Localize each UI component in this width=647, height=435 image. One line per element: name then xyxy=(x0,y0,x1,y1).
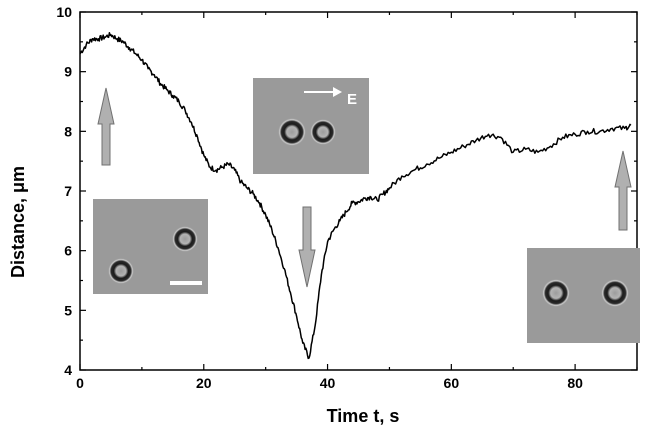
y-tick-label: 9 xyxy=(64,64,72,80)
field-label: E xyxy=(347,91,357,108)
x-tick-label: 40 xyxy=(320,375,336,391)
micrograph-contact-background xyxy=(253,78,369,174)
y-axis-title: Distance, μm xyxy=(8,166,28,278)
particle-left xyxy=(108,258,134,284)
x-tick-label: 0 xyxy=(76,375,84,391)
x-tick-label: 20 xyxy=(196,375,212,391)
axis-ticks xyxy=(79,11,638,371)
y-tick-label: 5 xyxy=(64,302,72,318)
y-tick-label: 4 xyxy=(64,362,72,378)
particle-right xyxy=(172,226,198,252)
up-arrow-initial-icon xyxy=(97,87,115,166)
x-tick-label: 60 xyxy=(444,375,460,391)
particle-right xyxy=(310,119,336,145)
up-arrow-final-icon xyxy=(614,150,632,231)
particle-left xyxy=(278,118,306,146)
micrograph-final-inset xyxy=(527,248,640,343)
particle-right xyxy=(601,279,629,307)
x-tick-label: 80 xyxy=(567,375,583,391)
x-axis-title: Time t, s xyxy=(327,406,400,426)
particle-left xyxy=(542,279,570,307)
y-tick-label: 6 xyxy=(64,243,72,259)
down-arrow-contact-icon xyxy=(298,206,316,288)
micrograph-initial-inset xyxy=(93,199,208,294)
micrograph-contact-inset: E xyxy=(253,78,369,174)
y-tick-label: 10 xyxy=(56,4,72,20)
axis-tick-labels: 0 20 40 60 80 4 5 6 7 8 9 10 xyxy=(56,4,583,391)
distance-series-line xyxy=(79,31,632,360)
y-tick-label: 8 xyxy=(64,123,72,139)
scale-bar xyxy=(170,281,202,285)
y-tick-label: 7 xyxy=(64,183,72,199)
field-arrow-icon xyxy=(333,87,342,97)
